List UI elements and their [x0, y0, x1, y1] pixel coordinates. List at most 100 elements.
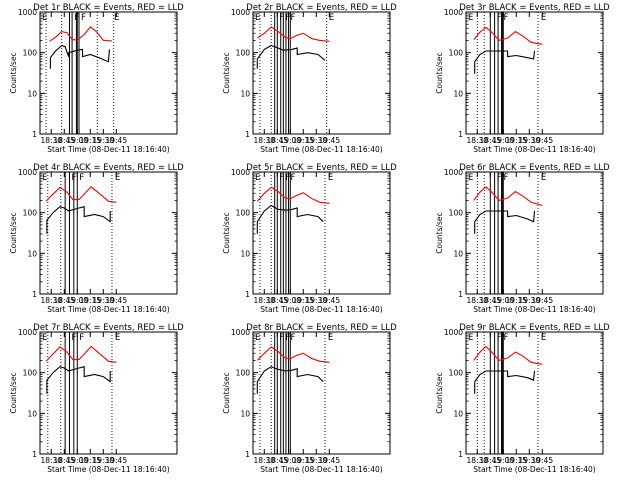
- x-tick-label: 19:15: [79, 296, 101, 305]
- event-marker-label: F: [285, 173, 290, 183]
- event-marker-label: E: [255, 333, 260, 343]
- x-tick-label: 18:30: [253, 296, 275, 305]
- event-marker-label: E: [115, 333, 120, 343]
- chart-title: Det 5r BLACK = Events, RED = LLD: [246, 163, 397, 173]
- x-tick-label: 19:00: [66, 296, 88, 305]
- x-tick-label: 19:15: [505, 296, 527, 305]
- x-tick-label: 18:45: [266, 136, 288, 145]
- y-axis-label: Counts/sec: [435, 212, 444, 253]
- event-marker-label: E: [255, 173, 260, 183]
- event-marker-label: F: [79, 333, 84, 343]
- x-tick-label: 19:45: [318, 456, 340, 465]
- x-tick-label: 19:00: [492, 296, 514, 305]
- y-tick-label: 10: [453, 89, 463, 98]
- y-tick-label: 1000: [444, 8, 463, 17]
- y-tick-label: 10: [240, 409, 250, 418]
- series-line: [256, 44, 326, 69]
- event-marker-label: E: [541, 13, 546, 23]
- x-tick-label: 18:30: [466, 296, 488, 305]
- x-tick-label: 19:45: [531, 136, 553, 145]
- x-axis-label: Start Time (08-Dec-11 18:16:40): [47, 465, 169, 474]
- series-line: [256, 204, 324, 234]
- series-line: [49, 44, 110, 69]
- event-marker-label: E: [115, 173, 120, 183]
- x-axis-label: Start Time (08-Dec-11 18:16:40): [473, 305, 595, 314]
- event-marker-label: F: [497, 173, 502, 183]
- y-tick-label: 10: [27, 249, 37, 258]
- event-marker-label: F: [81, 13, 86, 23]
- plot-frame: [39, 331, 178, 455]
- x-tick-label: 18:45: [53, 296, 75, 305]
- x-tick-label: 18:30: [253, 456, 275, 465]
- series-line: [474, 210, 536, 234]
- x-tick-label: 19:15: [292, 136, 314, 145]
- series-line: [46, 365, 111, 394]
- x-tick-label: 19:30: [518, 136, 540, 145]
- x-tick-label: 18:45: [479, 296, 501, 305]
- x-tick-label: 19:15: [79, 136, 101, 145]
- y-tick-label: 1000: [18, 8, 37, 17]
- chart-title: Det 9r BLACK = Events, RED = LLD: [459, 323, 610, 333]
- y-tick-label: 1000: [18, 328, 37, 337]
- y-tick-label: 1: [245, 130, 250, 139]
- detector-chart: Det 6r BLACK = Events, RED = LLD 1 10 100 10…: [435, 163, 610, 314]
- y-tick-label: 10: [27, 409, 37, 418]
- series-line: [474, 370, 536, 394]
- plot-frame: [465, 331, 604, 455]
- y-tick-label: 10: [453, 249, 463, 258]
- event-marker-label: F: [504, 13, 509, 23]
- event-marker-label: E: [42, 13, 47, 23]
- plot-frame: [39, 11, 178, 135]
- series-line: [474, 50, 536, 74]
- plot-frame: [252, 11, 391, 135]
- y-tick-label: 1: [458, 130, 463, 139]
- x-tick-label: 19:15: [505, 456, 527, 465]
- y-axis-label: Counts/sec: [222, 372, 231, 413]
- y-axis-label: Counts/sec: [9, 372, 18, 413]
- y-tick-label: 100: [236, 49, 251, 58]
- event-marker-label: F: [497, 333, 502, 343]
- chart-title: Det 3r BLACK = Events, RED = LLD: [459, 3, 610, 13]
- event-marker-label: F: [74, 13, 79, 23]
- series-line: [256, 26, 330, 42]
- x-axis-label: Start Time (08-Dec-11 18:16:40): [260, 305, 382, 314]
- x-tick-label: 18:30: [40, 456, 62, 465]
- series-line: [473, 186, 543, 207]
- chart-title: Det 6r BLACK = Events, RED = LLD: [459, 163, 610, 173]
- x-tick-label: 19:00: [492, 136, 514, 145]
- x-axis-label: Start Time (08-Dec-11 18:16:40): [47, 145, 169, 154]
- x-tick-label: 18:30: [40, 296, 62, 305]
- x-tick-label: 18:30: [253, 136, 275, 145]
- detector-chart: Det 3r BLACK = Events, RED = LLD 1 10 100 10…: [435, 3, 610, 154]
- x-tick-label: 19:45: [531, 296, 553, 305]
- x-tick-label: 19:45: [105, 456, 127, 465]
- series-line: [46, 205, 111, 234]
- y-tick-label: 1: [32, 130, 37, 139]
- x-tick-label: 18:45: [266, 456, 288, 465]
- y-tick-label: 1000: [444, 168, 463, 177]
- y-tick-label: 100: [449, 209, 464, 218]
- event-marker-label: F: [291, 13, 296, 23]
- event-marker-label: F: [285, 333, 290, 343]
- event-marker-label: E: [468, 13, 473, 23]
- y-tick-label: 10: [27, 89, 37, 98]
- x-tick-label: 18:45: [479, 136, 501, 145]
- plot-frame: [465, 11, 604, 135]
- chart-title: Det 8r BLACK = Events, RED = LLD: [246, 323, 397, 333]
- x-tick-label: 19:00: [279, 136, 301, 145]
- event-marker-label: E: [255, 13, 260, 23]
- detector-chart: Det 7r BLACK = Events, RED = LLD 1 10 100 10…: [9, 323, 184, 474]
- x-tick-label: 18:30: [466, 136, 488, 145]
- event-marker-label: E: [114, 13, 119, 23]
- x-tick-label: 18:30: [40, 136, 62, 145]
- y-axis-label: Counts/sec: [9, 212, 18, 253]
- event-marker-label: F: [79, 173, 84, 183]
- detector-chart: Det 2r BLACK = Events, RED = LLD 1 10 100 10…: [222, 3, 397, 154]
- x-tick-label: 19:45: [318, 296, 340, 305]
- x-tick-label: 19:30: [518, 456, 540, 465]
- y-axis-label: Counts/sec: [9, 52, 18, 93]
- y-axis-label: Counts/sec: [435, 52, 444, 93]
- event-marker-label: F: [279, 173, 284, 183]
- event-marker-label: F: [504, 333, 509, 343]
- series-line: [473, 26, 543, 45]
